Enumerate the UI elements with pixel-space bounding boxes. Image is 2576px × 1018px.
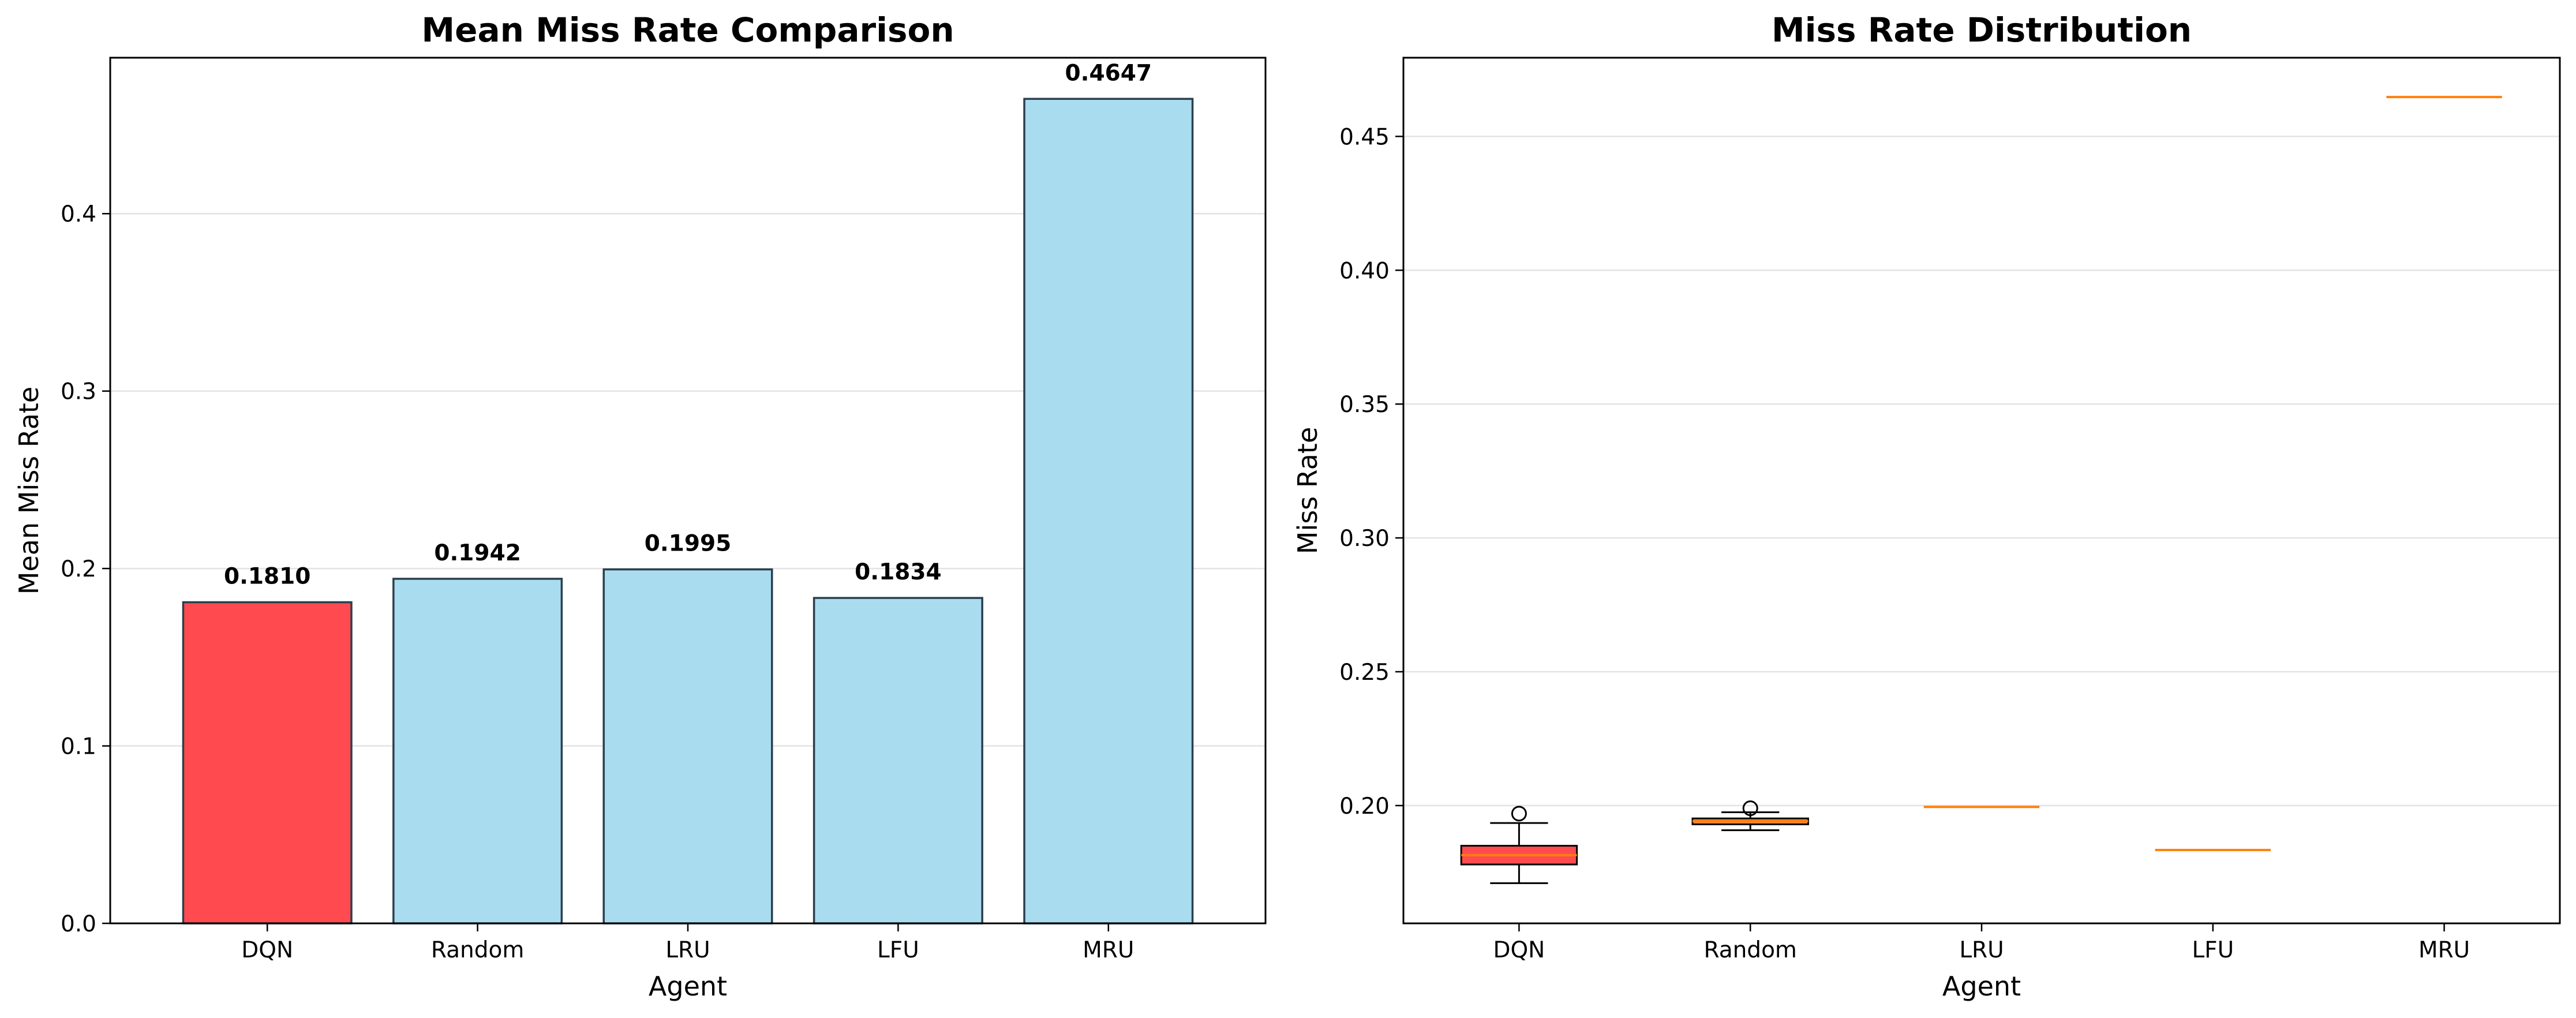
box-plot-panel: Miss Rate Distribution Agent Miss Rate 0… [1292, 10, 2561, 1002]
x-tick-label: LFU [877, 937, 919, 963]
y-tick-label: 0.3 [61, 379, 96, 405]
y-tick-label: 0.2 [61, 556, 96, 582]
outlier-point [1742, 800, 1758, 817]
bar [602, 568, 773, 925]
bar [392, 578, 563, 925]
x-axis-label: Agent [649, 971, 727, 1002]
y-tick-label: 0.30 [1339, 526, 1390, 552]
x-tick-label: MRU [1083, 937, 1134, 963]
x-tick-label: MRU [2418, 937, 2470, 963]
data-label: 0.1810 [224, 564, 311, 590]
x-tick-label: Random [431, 937, 524, 963]
bar-chart-panel: Mean Miss Rate Comparison Agent Mean Mis… [13, 10, 1267, 1002]
data-label: 0.4647 [1065, 60, 1152, 86]
data-label: 0.1942 [434, 540, 521, 566]
x-tick-label: DQN [241, 937, 293, 963]
x-axis-label: Agent [1942, 971, 2021, 1002]
x-tick-label: LFU [2192, 937, 2234, 963]
x-tick-label: DQN [1493, 937, 1545, 963]
bar [1023, 98, 1194, 925]
chart-title: Miss Rate Distribution [1772, 10, 2192, 50]
y-tick-label: 0.4 [61, 201, 96, 227]
x-tick-label: LRU [665, 937, 710, 963]
y-tick-label: 0.20 [1339, 794, 1390, 819]
y-tick-label: 0.45 [1339, 124, 1390, 150]
plot-frame [109, 57, 1267, 925]
x-tick-label: LRU [1959, 937, 2004, 963]
data-label: 0.1995 [645, 531, 732, 557]
y-axis-label: Miss Rate [1292, 427, 1323, 555]
data-label: 0.1834 [855, 559, 942, 585]
y-tick-label: 0.35 [1339, 392, 1390, 418]
bar [813, 597, 983, 925]
y-tick-label: 0.40 [1339, 258, 1390, 284]
y-tick-label: 0.25 [1339, 660, 1390, 686]
x-tick-label: Random [1703, 937, 1796, 963]
y-axis-label: Mean Miss Rate [13, 387, 44, 594]
outlier-point [1511, 806, 1527, 822]
y-tick-label: 0.1 [61, 734, 96, 760]
y-tick-label: 0.0 [61, 911, 96, 937]
plot-frame [1402, 57, 2561, 925]
chart-title: Mean Miss Rate Comparison [421, 10, 954, 50]
bar [182, 601, 353, 925]
